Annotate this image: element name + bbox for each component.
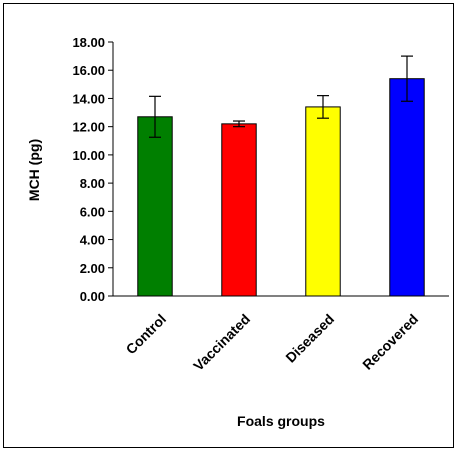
x-tick-label-vaccinated: Vaccinated (190, 311, 253, 374)
x-tick-label-diseased: Diseased (282, 311, 337, 366)
y-tick-label: 6.00 (80, 204, 105, 219)
y-tick-label: 14.00 (72, 91, 105, 106)
y-tick-label: 4.00 (80, 233, 105, 248)
y-tick-label: 2.00 (80, 261, 105, 276)
x-axis-labels: Control Vaccinated Diseased Recovered (123, 311, 422, 374)
y-tick-label: 18.00 (72, 35, 105, 50)
error-bars (149, 55, 413, 138)
bar-vaccinated (221, 123, 257, 297)
bars (137, 78, 425, 297)
y-tick-label: 0.00 (80, 289, 105, 304)
y-axis-label: MCH (pg) (26, 139, 42, 201)
x-tick-label-control: Control (123, 311, 170, 358)
y-tick-label: 10.00 (72, 148, 105, 163)
bar-recovered (389, 78, 425, 297)
y-axis-ticks: 0.00 2.00 4.00 6.00 8.00 10.00 12.00 14.00 16.00… (72, 35, 113, 304)
bar-control (137, 116, 173, 297)
x-axis-label: Foals groups (237, 413, 325, 429)
y-tick-label: 8.00 (80, 176, 105, 191)
x-tick-label-recovered: Recovered (359, 311, 421, 373)
y-tick-label: 16.00 (72, 63, 105, 78)
bar-diseased (305, 106, 341, 297)
y-tick-label: 12.00 (72, 120, 105, 135)
